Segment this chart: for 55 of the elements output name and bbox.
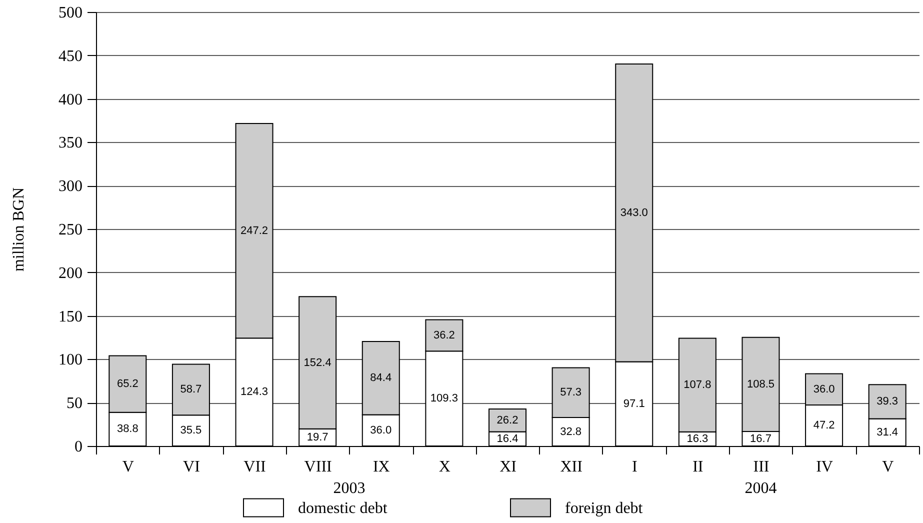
- data-label: 16.4: [496, 432, 518, 445]
- y-axis-title: million BGN: [10, 187, 28, 272]
- x-tick-label: X: [438, 458, 451, 476]
- data-label: 57.3: [560, 386, 582, 399]
- x-tick-label: IV: [816, 458, 834, 476]
- data-label: 35.5: [180, 424, 202, 437]
- x-tick-label: V: [882, 458, 894, 476]
- x-tick-label: III: [753, 458, 770, 476]
- data-label: 108.5: [746, 378, 774, 390]
- y-tick-label: 450: [58, 48, 82, 65]
- data-label: 343.0: [620, 206, 648, 219]
- x-tick-label: V: [122, 458, 134, 476]
- x-tick-label: II: [692, 458, 704, 476]
- y-tick-label: 100: [58, 352, 82, 369]
- data-label: 16.7: [750, 432, 772, 445]
- y-tick-label: 350: [58, 134, 82, 152]
- x-tick-label: VIII: [304, 458, 332, 476]
- x-tick-label: XII: [560, 458, 582, 476]
- x-tick-label: VII: [244, 458, 266, 476]
- data-label: 32.8: [560, 426, 582, 438]
- data-label: 36.2: [433, 329, 455, 342]
- data-label: 58.7: [180, 384, 202, 396]
- data-label: 65.2: [116, 378, 138, 390]
- data-label: 84.4: [370, 372, 392, 384]
- legend-label: foreign debt: [565, 500, 644, 517]
- data-label: 109.3: [430, 392, 458, 405]
- y-tick-label: 500: [58, 4, 82, 22]
- data-label: 38.8: [116, 423, 138, 436]
- data-label: 36.0: [370, 424, 392, 436]
- legend-label: domestic debt: [298, 500, 388, 517]
- data-label: 36.0: [813, 383, 835, 396]
- data-label: 97.1: [623, 398, 645, 410]
- x-tick-label: XI: [500, 458, 516, 476]
- data-label: 152.4: [304, 356, 332, 369]
- data-label: 124.3: [240, 386, 268, 398]
- x-tick-label: VI: [183, 458, 200, 476]
- text: 2004: [744, 480, 777, 497]
- data-label: 39.3: [876, 396, 898, 408]
- y-tick-label: 400: [58, 91, 82, 108]
- y-tick-label: 300: [58, 178, 82, 196]
- data-label: 247.2: [240, 224, 268, 237]
- y-tick-label: 250: [58, 222, 82, 238]
- x-tick-label: I: [632, 458, 638, 476]
- data-label: 16.3: [686, 432, 708, 445]
- y-tick-label: 150: [58, 308, 82, 326]
- y-tick-label: 0: [74, 438, 82, 456]
- data-label: 26.2: [496, 414, 518, 426]
- y-tick-label: 50: [66, 395, 82, 412]
- y-tick-label: 200: [58, 264, 82, 282]
- data-label: 19.7: [306, 431, 328, 444]
- data-label: 47.2: [813, 420, 835, 432]
- data-label: 31.4: [876, 426, 898, 438]
- text: 2003: [333, 480, 366, 497]
- data-label: 107.8: [684, 379, 712, 392]
- x-tick-label: IX: [372, 458, 390, 476]
